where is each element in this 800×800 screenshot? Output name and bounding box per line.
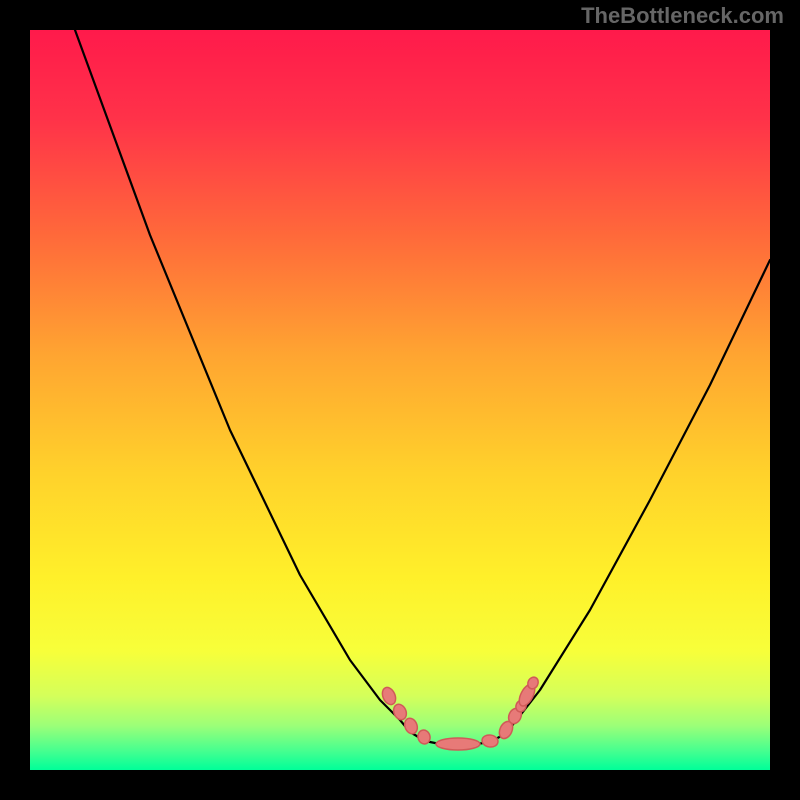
marker-group (380, 675, 540, 750)
valley-marker (402, 716, 419, 735)
curve-layer (30, 30, 770, 770)
plot-area (30, 30, 770, 770)
bottleneck-curve (75, 30, 770, 745)
valley-marker (391, 702, 408, 721)
valley-marker (481, 734, 499, 748)
watermark-text: TheBottleneck.com (581, 3, 784, 29)
valley-marker (436, 738, 480, 750)
